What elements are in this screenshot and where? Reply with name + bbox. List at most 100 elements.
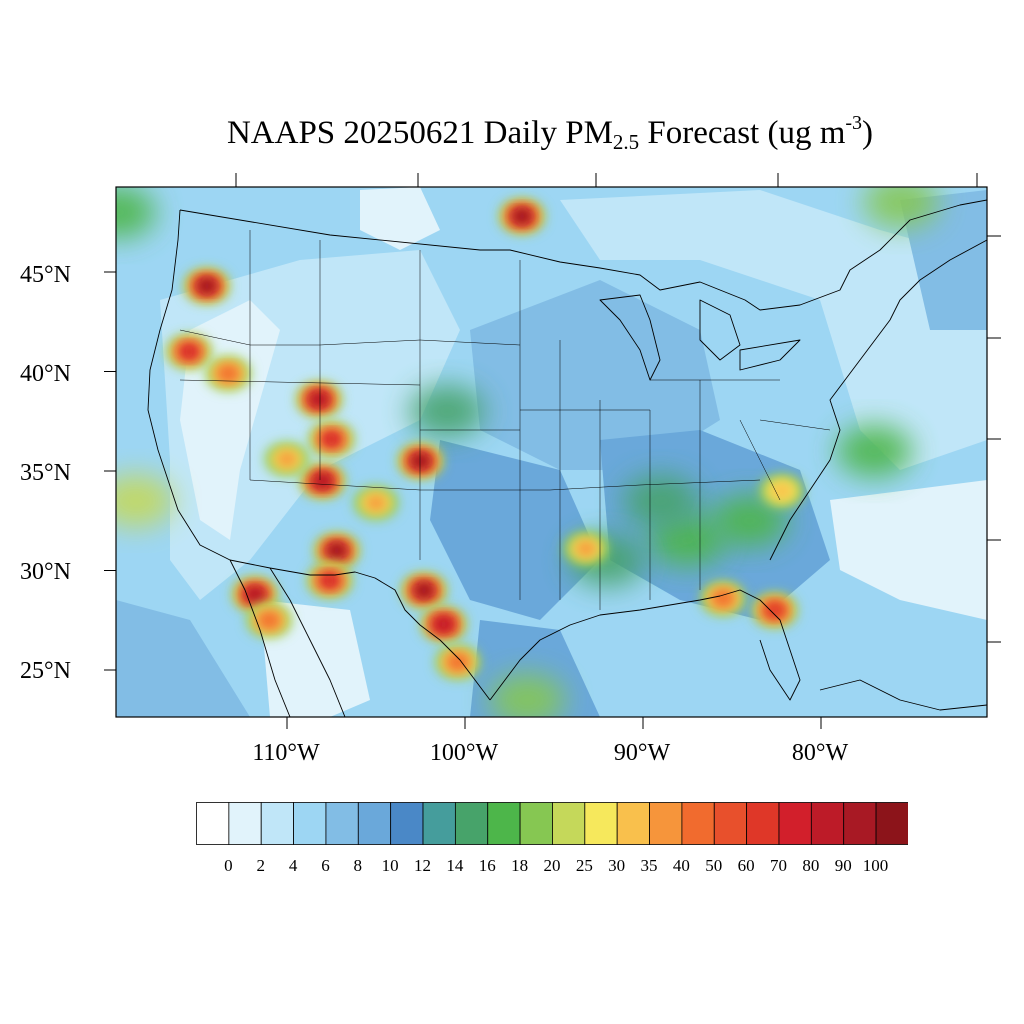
hotspot-ring: [447, 654, 468, 670]
smoke-hotspot: [314, 534, 359, 568]
cuba-coastline: [819, 679, 987, 711]
low-concentration-area: [830, 480, 987, 620]
moderate-pm-area: [622, 474, 699, 527]
moderate-pm-area: [489, 673, 566, 717]
colorbar-swatch: [681, 802, 715, 845]
colorbar-swatch: [778, 802, 812, 845]
lon-label-100w: 100°W: [429, 740, 499, 766]
moderate-pm-area: [116, 474, 174, 527]
mid-concentration-area: [470, 280, 720, 470]
state-boundary-lines: [179, 230, 831, 610]
hotspot-ring: [574, 540, 598, 558]
lat-label-25n: 25°N: [20, 658, 71, 684]
great-lakes-outline: [599, 294, 801, 381]
colorbar-tick-label: 18: [511, 856, 529, 875]
hotspot-ring: [320, 573, 339, 588]
hotspot-ring: [415, 583, 433, 597]
smoke-hotspot: [265, 442, 309, 476]
colorbar-tick-label: 12: [414, 856, 432, 875]
colorbar-swatch: [875, 802, 908, 845]
colorbar-swatch: [649, 802, 683, 845]
colorbar-swatch: [552, 802, 586, 845]
smoke-hotspot: [421, 607, 466, 641]
map-title: NAAPS 20250621 Daily PM2.5 Forecast (ug …: [0, 112, 1024, 155]
baja-coastline: [229, 559, 291, 717]
colorbar-tick-label: 16: [478, 856, 496, 875]
hotspot-ring: [218, 365, 239, 381]
title-middle: Forecast (ug m: [639, 115, 846, 151]
colorbar-swatch: [260, 802, 294, 845]
colorbar-swatch: [228, 802, 262, 845]
hotspot-ring: [713, 590, 734, 606]
mid-concentration-area: [430, 440, 600, 620]
hotspot-ring: [434, 617, 453, 631]
title-subscript: 2.5: [612, 130, 640, 154]
colorbar-swatch: [810, 802, 845, 845]
hotspot-ring: [275, 450, 299, 468]
colorbar-swatch: [713, 802, 748, 845]
colorbar-swatch: [357, 802, 392, 845]
smoke-hotspot: [435, 645, 480, 679]
hotspot-ring: [322, 432, 341, 447]
smoke-hotspot: [297, 382, 342, 416]
moderate-pm-area: [409, 385, 486, 438]
smoke-hotspot: [300, 464, 345, 498]
smoke-plume-layer: [167, 199, 804, 679]
low-concentration-area: [560, 190, 987, 470]
east-coastline: [769, 239, 987, 561]
us-border-outline: [179, 199, 987, 311]
lat-label-40n: 40°N: [20, 361, 71, 387]
title-suffix: ): [862, 115, 874, 151]
colorbar-swatch: [519, 802, 553, 845]
colorbar-tick-label: 14: [446, 856, 464, 875]
colorbar-tick-label: 90: [834, 856, 852, 875]
colorbar-tick-label: 4: [288, 856, 298, 875]
smoke-hotspot: [402, 573, 447, 607]
smoke-hotspot: [752, 593, 797, 627]
mexico-mainland-coast: [269, 567, 346, 717]
colorbar-tick-label: 0: [224, 856, 233, 875]
pm25-map: [104, 173, 1001, 729]
colorbar-tick-label: 6: [321, 856, 330, 875]
hotspot-ring: [328, 544, 346, 558]
colorbar-swatch: [843, 802, 877, 845]
colorbar-swatch: [325, 802, 359, 845]
smoke-hotspot: [184, 269, 229, 303]
smoke-hotspot: [247, 603, 292, 637]
lon-label-90w: 90°W: [613, 740, 671, 766]
colorbar-swatch: [422, 802, 456, 845]
smoke-hotspot: [499, 199, 544, 233]
hotspot-ring: [179, 344, 199, 359]
axis-ticks: [104, 173, 1001, 729]
colorbar-tick-label: 10: [381, 856, 399, 875]
hotspot-ring: [259, 612, 280, 628]
hotspot-ring: [770, 482, 794, 500]
moderate-pm-area: [711, 494, 788, 547]
colorbar-tick-label: 25: [575, 856, 593, 875]
hotspot-ring: [246, 587, 264, 601]
lon-label-80w: 80°W: [791, 740, 849, 766]
lat-label-30n: 30°N: [20, 559, 71, 585]
colorbar-swatch: [487, 802, 521, 845]
state-lines-layer: [179, 230, 831, 610]
mid-concentration-area: [116, 600, 250, 717]
hotspot-ring: [313, 474, 332, 488]
colorbar-swatch: [196, 802, 230, 845]
smoke-hotspot: [564, 532, 609, 566]
colorbar: [196, 802, 908, 845]
moderate-pm-area: [863, 187, 940, 229]
hotspot-ring: [513, 209, 531, 223]
colorbar-tick-label: 8: [353, 856, 363, 875]
moderate-pm-area: [649, 514, 726, 567]
colorbar-tick-label: 60: [737, 856, 755, 875]
colorbar-tick-label: 40: [672, 856, 690, 875]
colorbar-tick-label: 80: [802, 856, 820, 875]
hotspot-ring: [198, 279, 216, 293]
west-coastline: [147, 209, 231, 561]
colorbar-tick-label: 50: [705, 856, 723, 875]
lat-label-35n: 35°N: [20, 460, 71, 486]
hotspot-ring: [765, 603, 784, 618]
colorbar-swatch: [746, 802, 780, 845]
gulf-coastline: [489, 589, 801, 701]
lat-label-45n: 45°N: [20, 262, 71, 288]
